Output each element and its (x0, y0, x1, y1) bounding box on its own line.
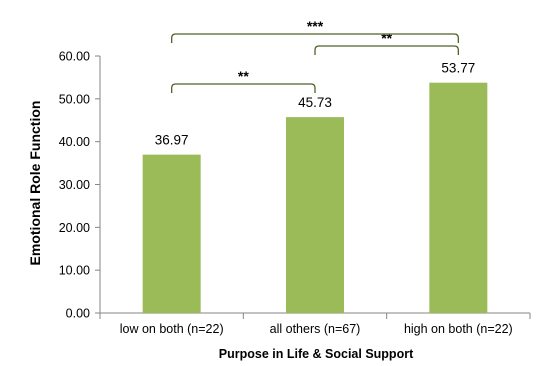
x-tick-label: high on both (n=22) (404, 322, 513, 336)
y-tick-label: 20.00 (59, 221, 90, 235)
y-tick-label: 60.00 (59, 50, 90, 64)
y-axis-label: Emotional Role Function (27, 101, 43, 266)
bar-value-label: 36.97 (155, 133, 189, 148)
x-axis-label: Purpose in Life & Social Support (219, 347, 414, 361)
significance-bracket (314, 45, 459, 55)
significance-label: ** (238, 68, 249, 84)
bar (142, 154, 201, 313)
y-tick-label: 40.00 (59, 135, 90, 149)
significance-brackets: ******* (171, 18, 459, 93)
significance-bracket (171, 33, 459, 43)
x-tick-label: all others (n=67) (270, 322, 361, 336)
chart-bars: 36.97 low on both (n=22) 45.73 all others (… (120, 61, 513, 336)
y-tick-label: 10.00 (59, 264, 90, 278)
x-tick-label: low on both (n=22) (120, 322, 224, 336)
significance-bracket (171, 83, 316, 93)
bar (429, 82, 488, 313)
significance-label: ** (381, 30, 392, 46)
y-tick-label: 0.00 (66, 307, 90, 321)
y-tick-label: 50.00 (59, 92, 90, 106)
bar-value-label: 45.73 (298, 95, 332, 110)
y-tick-label: 30.00 (59, 178, 90, 192)
bar (286, 117, 344, 313)
bar-value-label: 53.77 (441, 61, 475, 76)
significance-label: *** (307, 18, 324, 34)
